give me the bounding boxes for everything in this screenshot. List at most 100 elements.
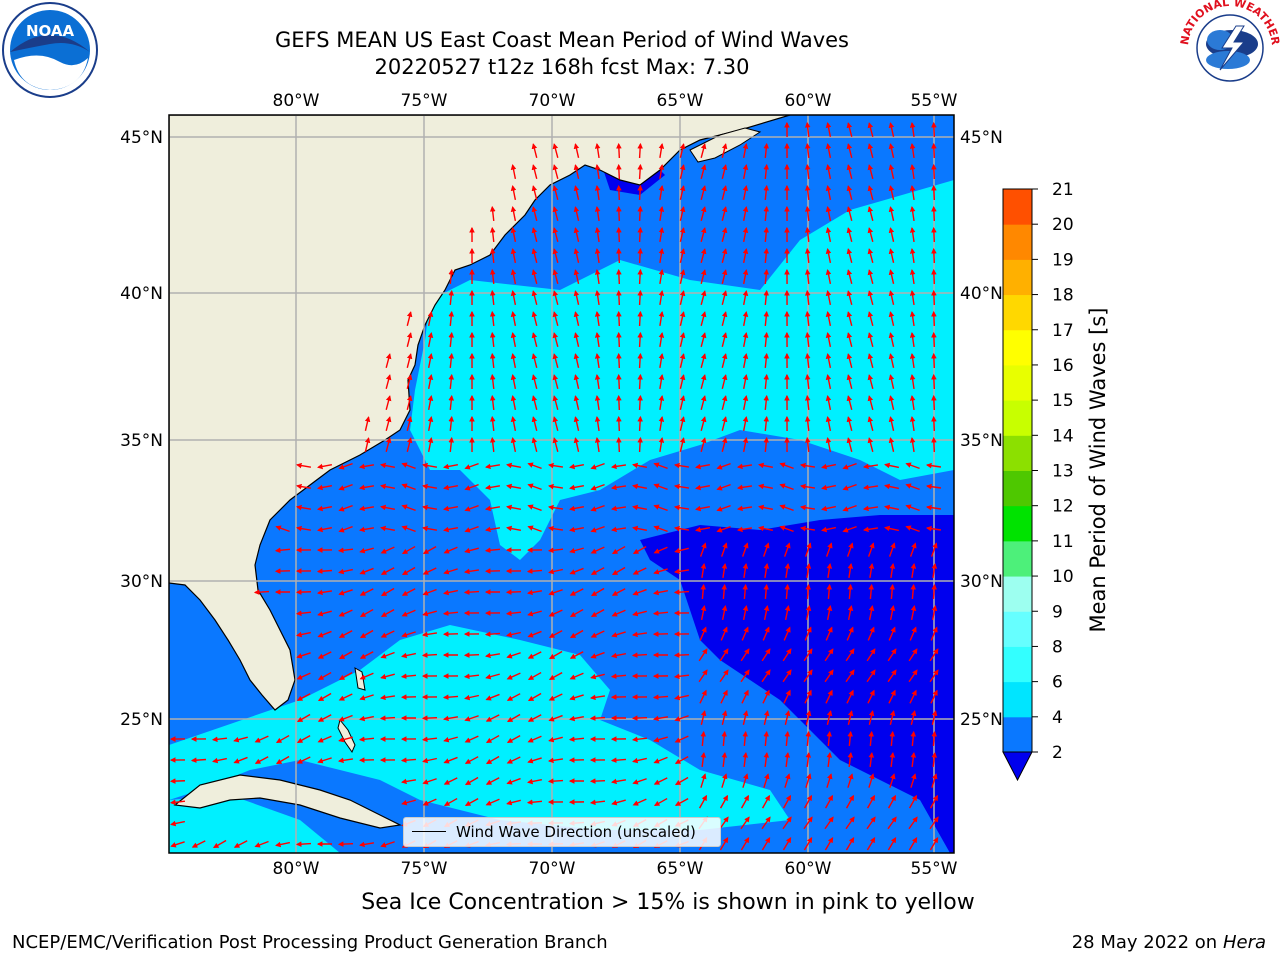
wave-direction-arrow <box>531 227 538 242</box>
wave-direction-arrow <box>721 353 728 368</box>
colorbar-tick-label: 15 <box>1052 391 1074 411</box>
wave-direction-arrow <box>658 352 665 369</box>
wave-direction-arrow <box>421 504 438 511</box>
wave-direction-arrow <box>652 610 669 617</box>
wave-direction-arrow <box>380 462 396 469</box>
wave-direction-arrow <box>719 794 729 809</box>
wave-direction-arrow <box>485 693 500 701</box>
wave-direction-arrow <box>825 416 832 431</box>
wave-direction-arrow <box>804 268 811 285</box>
wave-direction-arrow <box>673 568 690 575</box>
wave-direction-arrow <box>505 610 522 617</box>
wave-direction-arrow <box>531 269 538 284</box>
wave-direction-arrow <box>421 715 438 721</box>
wave-direction-arrow <box>930 689 938 704</box>
wave-direction-arrow <box>531 248 538 263</box>
wave-direction-arrow <box>510 248 517 264</box>
wave-direction-arrow <box>867 206 874 221</box>
wave-direction-arrow <box>631 736 648 743</box>
wave-direction-arrow <box>742 227 749 243</box>
wave-direction-arrow <box>547 757 564 764</box>
wave-direction-arrow <box>909 142 916 159</box>
wave-direction-arrow <box>489 415 496 432</box>
wave-direction-arrow <box>338 630 353 638</box>
wave-direction-arrow <box>594 268 601 285</box>
wave-direction-arrow <box>862 505 879 512</box>
machine-name: Hera <box>1222 932 1266 953</box>
wave-direction-arrow <box>427 374 434 390</box>
wave-direction-arrow <box>804 184 811 201</box>
wave-direction-arrow <box>931 163 937 180</box>
wave-direction-arrow <box>742 395 749 411</box>
wave-direction-arrow <box>317 735 332 743</box>
wave-direction-arrow <box>531 332 538 347</box>
wave-direction-arrow <box>443 546 458 554</box>
wave-direction-arrow <box>763 205 770 222</box>
wave-direction-arrow <box>658 247 665 264</box>
wave-direction-arrow <box>720 689 728 704</box>
wave-direction-arrow <box>616 373 622 390</box>
wave-direction-arrow <box>742 311 749 327</box>
colorbar-segment <box>1003 505 1032 542</box>
wave-direction-arrow <box>805 710 812 725</box>
wave-direction-arrow <box>673 673 690 680</box>
wave-direction-arrow <box>616 268 622 285</box>
wave-direction-arrow <box>552 395 559 410</box>
wave-direction-arrow <box>884 525 899 532</box>
wave-direction-arrow <box>782 669 792 683</box>
wave-direction-arrow <box>721 164 728 179</box>
wave-direction-arrow <box>888 143 895 158</box>
wave-direction-arrow <box>506 631 521 638</box>
wave-direction-arrow <box>736 526 753 533</box>
lon-label-top: 75°W <box>401 91 448 111</box>
wave-direction-arrow <box>804 415 811 432</box>
wave-direction-arrow <box>929 669 939 683</box>
wave-direction-arrow <box>845 648 855 662</box>
wave-direction-arrow <box>804 542 812 557</box>
lat-label-left: 30°N <box>120 572 163 592</box>
wave-direction-arrow <box>845 794 855 809</box>
wave-direction-arrow <box>846 290 853 305</box>
wave-direction-arrow <box>569 694 584 701</box>
wave-direction-arrow <box>443 505 459 512</box>
wave-direction-arrow <box>317 714 332 722</box>
wave-direction-arrow <box>826 562 833 579</box>
wave-direction-arrow <box>719 816 729 830</box>
wave-direction-arrow <box>910 730 917 747</box>
wave-direction-arrow <box>653 568 668 575</box>
wave-direction-arrow <box>742 248 749 264</box>
wave-direction-arrow <box>721 206 728 221</box>
wave-direction-arrow <box>485 755 500 765</box>
lat-label-left: 25°N <box>120 710 163 730</box>
wave-direction-arrow <box>510 269 517 285</box>
wave-direction-arrow <box>380 651 395 659</box>
wave-direction-arrow <box>868 562 875 579</box>
wave-direction-arrow <box>573 416 580 431</box>
wave-direction-arrow <box>380 587 395 597</box>
wave-direction-arrow <box>779 462 794 470</box>
wave-direction-arrow <box>611 609 626 617</box>
wave-direction-arrow <box>825 542 833 557</box>
wave-direction-arrow <box>448 415 455 432</box>
wave-direction-arrow <box>658 163 665 180</box>
wave-direction-arrow <box>464 715 479 722</box>
legend-label: Wind Wave Direction (unscaled) <box>456 823 696 841</box>
wave-direction-arrow <box>510 374 517 390</box>
lon-label-bottom: 65°W <box>657 859 704 879</box>
wave-direction-arrow <box>616 352 622 369</box>
wave-direction-arrow <box>846 437 853 452</box>
wave-direction-arrow <box>464 756 479 764</box>
wave-direction-arrow <box>673 504 690 511</box>
wave-direction-arrow <box>825 374 832 389</box>
wave-direction-arrow <box>931 331 937 348</box>
wave-direction-arrow <box>254 735 269 743</box>
wave-direction-arrow <box>721 583 728 600</box>
wave-direction-arrow <box>889 583 896 600</box>
wave-direction-arrow <box>510 227 517 243</box>
wave-direction-arrow <box>552 353 559 368</box>
wave-direction-arrow <box>548 650 563 660</box>
wave-direction-arrow <box>317 505 333 512</box>
wave-direction-arrow <box>380 483 396 490</box>
wave-direction-arrow <box>931 562 938 579</box>
colorbar-segment <box>1003 646 1032 683</box>
